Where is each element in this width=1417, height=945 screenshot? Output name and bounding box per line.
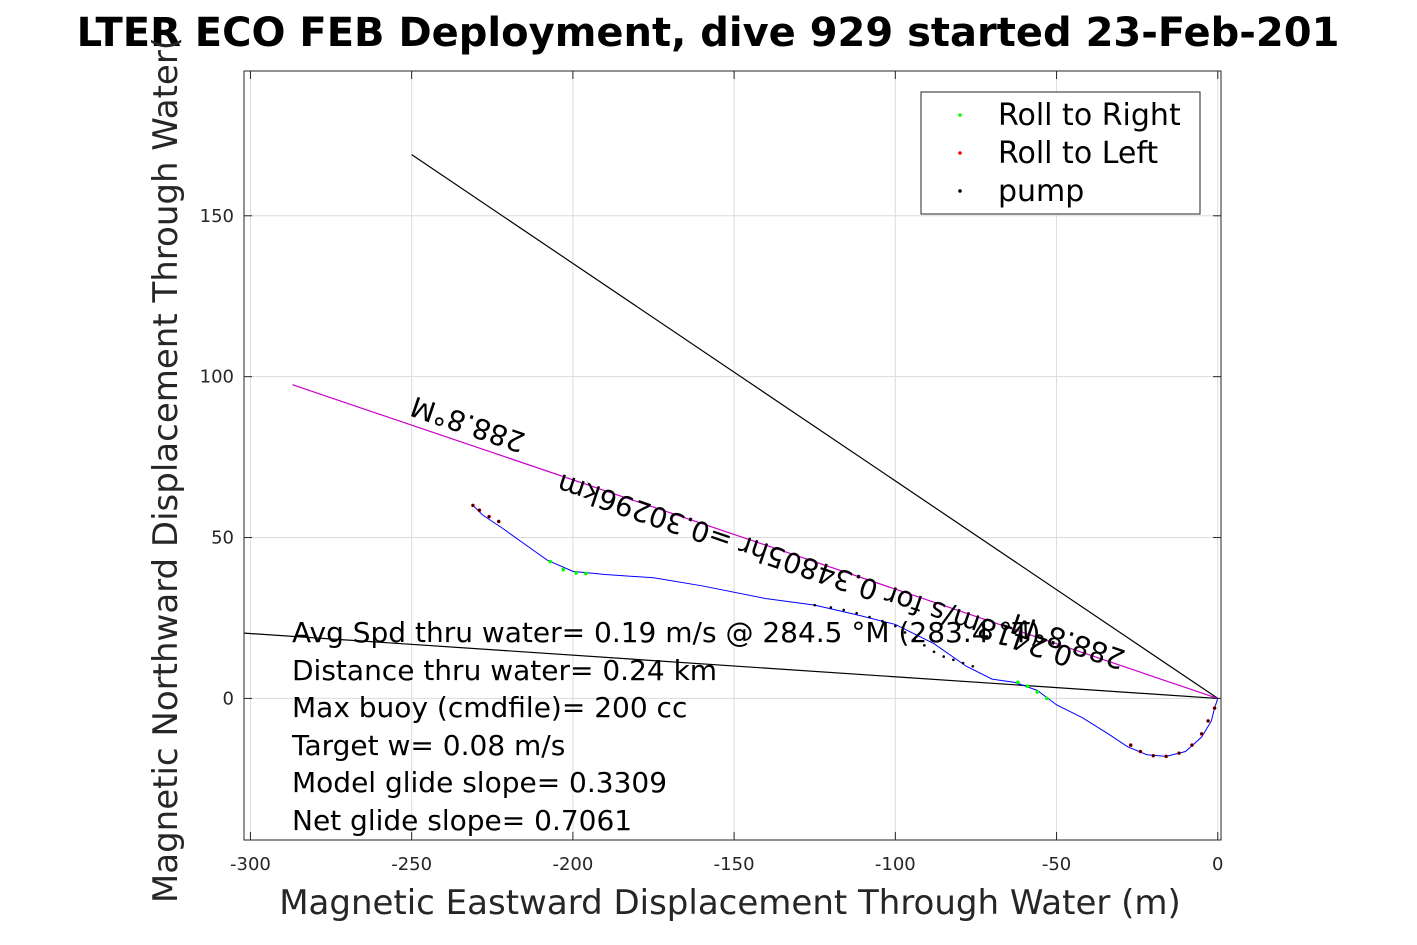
y-tick-label: 150 xyxy=(200,206,234,227)
pump-point xyxy=(942,655,945,658)
legend-label-pump: pump xyxy=(998,174,1084,209)
pump-point xyxy=(1213,706,1216,710)
pump-point xyxy=(952,658,955,662)
annotation-block: Avg Spd thru water= 0.19 m/s @ 284.5 °M … xyxy=(291,616,1040,837)
x-tick-label: -100 xyxy=(875,854,916,875)
legend-label-roll-right: Roll to Right xyxy=(998,98,1181,133)
pump-point xyxy=(471,504,475,507)
pump-point xyxy=(881,619,884,623)
pump-point xyxy=(497,520,501,523)
pump-point xyxy=(1190,743,1194,747)
pump-point xyxy=(1139,750,1142,753)
annotation-distance: Distance thru water= 0.24 km xyxy=(292,654,717,687)
roll-right-point xyxy=(1025,684,1030,688)
pump-point xyxy=(829,606,833,609)
reference-line-2 xyxy=(292,384,1218,699)
pump-point xyxy=(1129,743,1133,747)
x-axis-label: Magnetic Eastward Displacement Through W… xyxy=(279,883,1181,923)
legend-marker-roll-right xyxy=(958,113,962,117)
x-tick-label: -250 xyxy=(391,854,432,875)
pump-point xyxy=(842,608,846,612)
legend-marker-roll-left xyxy=(958,151,962,155)
annotation-model-glide: Model glide slope= 0.3309 xyxy=(292,766,667,799)
pump-point xyxy=(903,631,907,634)
roll-right-point xyxy=(574,571,578,575)
reference-line-0 xyxy=(411,154,1219,699)
legend-label-roll-left: Roll to Left xyxy=(998,136,1158,171)
pump-point xyxy=(1164,755,1168,758)
roll-right-point xyxy=(548,559,553,564)
pump-point xyxy=(855,611,858,615)
pump-point xyxy=(868,615,871,619)
y-tick-label: 100 xyxy=(200,367,234,388)
y-tick-label: 0 xyxy=(223,688,234,709)
legend-box xyxy=(920,91,1201,215)
pump-point xyxy=(487,515,491,518)
track-line xyxy=(472,505,1219,757)
pump-point xyxy=(961,661,965,665)
pump-point xyxy=(1151,754,1155,757)
roll-right-point xyxy=(583,571,588,576)
pump-point xyxy=(1206,719,1210,723)
pump-point xyxy=(894,624,897,628)
annotation-avg-speed: Avg Spd thru water= 0.19 m/s @ 284.5 °M … xyxy=(292,616,1040,649)
data-layer xyxy=(244,154,1219,759)
ticks: -300 -250 -200 -150 -100 -50 0 0 50 100 150 xyxy=(200,71,1224,875)
plot-frame xyxy=(243,70,1222,841)
x-tick-label: -50 xyxy=(1042,854,1071,875)
pump-point xyxy=(932,650,936,654)
x-tick-label: -150 xyxy=(714,854,755,875)
pump-point xyxy=(971,664,975,668)
legend: Roll to Right Roll to Left pump xyxy=(920,91,1201,215)
pump-point xyxy=(478,508,481,512)
x-tick-label: -200 xyxy=(552,854,593,875)
roll-right-point xyxy=(1045,696,1049,701)
legend-marker-pump xyxy=(958,189,962,193)
pump-point xyxy=(913,637,916,641)
annotation-net-glide: Net glide slope= 0.7061 xyxy=(292,804,632,837)
annotation-max-buoy: Max buoy (cmdfile)= 200 cc xyxy=(292,691,687,724)
x-tick-label: 0 xyxy=(1212,854,1223,875)
roll-right-point xyxy=(1016,680,1020,685)
grid xyxy=(244,71,1221,840)
pump-point xyxy=(1200,732,1203,736)
y-tick-label: 50 xyxy=(211,528,234,549)
pump-point xyxy=(813,603,817,607)
x-tick-label: -300 xyxy=(230,854,271,875)
roll-right-point xyxy=(1035,690,1040,694)
roll-right-point xyxy=(561,567,566,572)
annotation-target-w: Target w= 0.08 m/s xyxy=(291,729,565,762)
y-axis-label: Magnetic Northward Displacement Through … xyxy=(146,37,186,903)
pump-point xyxy=(1177,751,1181,755)
chart-title: LTER ECO FEB Deployment, dive 929 starte… xyxy=(77,10,1340,56)
pump-point xyxy=(923,644,926,647)
reference-line-1 xyxy=(244,632,1218,700)
